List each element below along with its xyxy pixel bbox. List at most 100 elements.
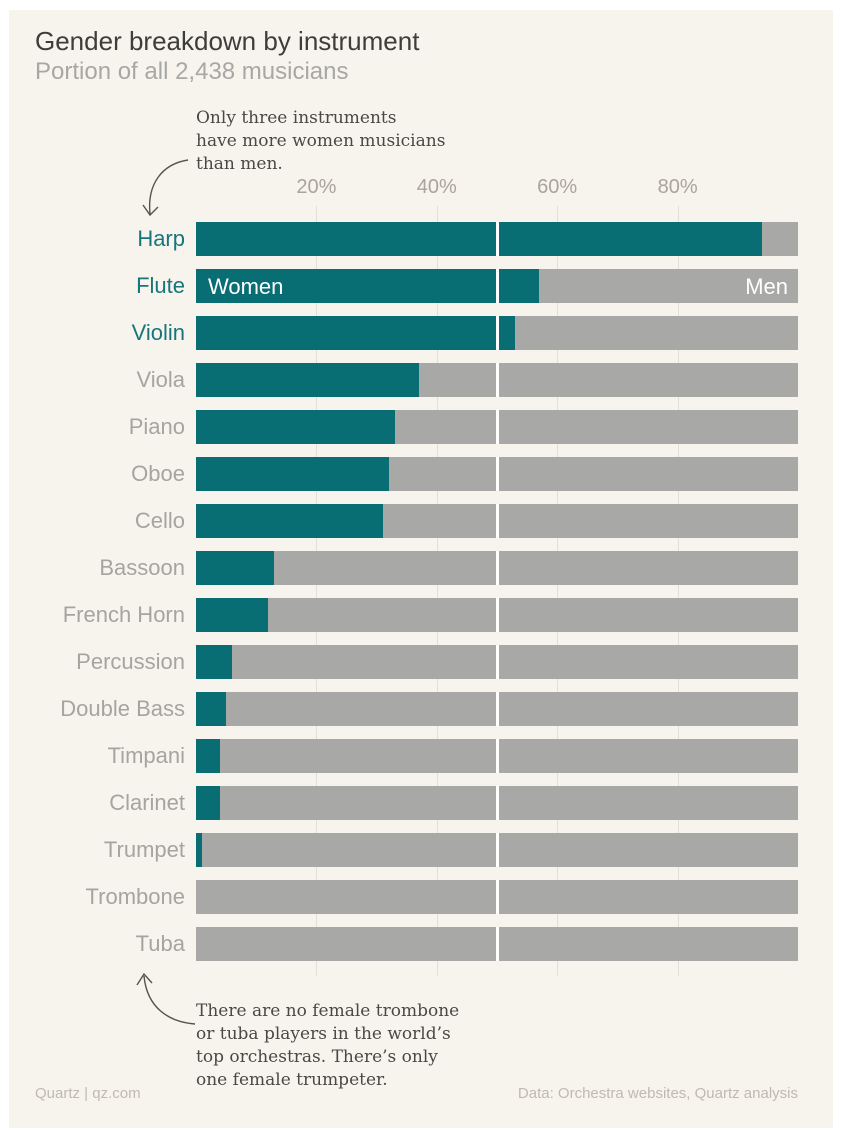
chart-row: Double Bass [60, 692, 798, 726]
instrument-label: Tuba [135, 931, 185, 956]
bar-men-remainder [196, 692, 798, 726]
fifty-percent-divider [495, 457, 499, 491]
annotation-top-line: have more women musicians [196, 131, 446, 151]
bar-men-remainder [196, 786, 798, 820]
fifty-percent-divider [495, 316, 499, 350]
instrument-label: Bassoon [99, 555, 185, 580]
fifty-percent-divider [495, 786, 499, 820]
chart-card: Gender breakdown by instrument Portion o… [9, 10, 833, 1128]
bar-women [196, 316, 516, 350]
bar-men-remainder [196, 410, 798, 444]
fifty-percent-divider [495, 363, 499, 397]
chart-row: Flute Women Men [136, 269, 798, 303]
chart-row: Tuba [136, 927, 798, 961]
fifty-percent-divider [495, 551, 499, 585]
fifty-percent-divider [495, 410, 499, 444]
footer: Quartz | qz.com Data: Orchestra websites… [35, 1085, 798, 1102]
bar-men-remainder [196, 927, 798, 961]
annotation-top-line: than men. [196, 154, 283, 174]
annotation-bottom-line: one female trumpeter. [196, 1070, 388, 1090]
chart-row: Trumpet [104, 833, 798, 867]
bar-women [196, 786, 221, 820]
bar-men-remainder: Women Men [196, 269, 798, 303]
chart-row: Violin [132, 316, 798, 350]
page-subtitle: Portion of all 2,438 musicians [35, 58, 349, 85]
fifty-percent-divider [495, 645, 499, 679]
instrument-label: Harp [137, 226, 185, 251]
bar-men-remainder [196, 833, 798, 867]
instrument-label: Trumpet [103, 837, 185, 862]
instrument-label: Oboe [131, 461, 185, 486]
chart-row: Timpani [108, 739, 798, 773]
chart-row: Clarinet [109, 786, 798, 820]
gridline [557, 206, 559, 976]
annotation-bottom: There are no female trombone or tuba pla… [196, 1000, 466, 1092]
bar-women [196, 551, 275, 585]
bar-men-remainder [196, 363, 798, 397]
bar-women [196, 363, 419, 397]
fifty-percent-divider [495, 598, 499, 632]
fifty-percent-divider [495, 880, 499, 914]
bar-men-remainder [196, 739, 798, 773]
instrument-label: French Horn [62, 602, 185, 627]
fifty-percent-divider [495, 739, 499, 773]
instrument-label: Timpani [107, 743, 185, 768]
bar-men-remainder [196, 645, 798, 679]
bar-men-remainder [196, 504, 798, 538]
annotation-top-line: Only three instruments [196, 108, 397, 128]
instrument-label: Double Bass [60, 696, 185, 721]
chart-row: Cello [135, 504, 798, 538]
axis-tick-label: 60% [537, 176, 578, 198]
chart-row: Bassoon [99, 551, 798, 585]
bar-women [196, 504, 383, 538]
bar-women [196, 410, 395, 444]
curved-arrow-up-icon [136, 972, 196, 1025]
instrument-label: Clarinet [109, 790, 185, 815]
legend-men-label: Men [745, 274, 788, 299]
curved-arrow-down-icon [142, 159, 189, 217]
chart-row: Trombone [86, 880, 798, 914]
bar-women [196, 269, 540, 303]
source-credit-right: Data: Orchestra websites, Quartz analysi… [517, 1085, 798, 1102]
instrument-label: Flute [136, 273, 185, 298]
annotation-bottom-line: or tuba players in the world’s [196, 1024, 451, 1044]
bar-women [196, 645, 233, 679]
instrument-label: Viola [136, 367, 185, 392]
chart-row: Oboe [131, 457, 798, 491]
annotation-bottom-line: There are no female trombone [196, 1001, 460, 1021]
gridline [436, 206, 438, 976]
fifty-percent-divider [495, 833, 499, 867]
instrument-label: Trombone [85, 884, 185, 909]
axis-tick-label: 20% [296, 176, 337, 198]
fifty-percent-divider [495, 927, 499, 961]
instrument-label: Piano [128, 414, 185, 439]
bar-women [196, 598, 269, 632]
gridline [677, 206, 679, 976]
bar-chart: 20% 40% 60% 80% Harp Flute Women Men Violin Viola… [60, 176, 798, 976]
chart-row: Harp [137, 222, 798, 256]
fifty-percent-divider [495, 504, 499, 538]
chart-row: Viola [136, 363, 798, 397]
chart-row: Percussion [76, 645, 798, 679]
fifty-percent-divider [495, 269, 499, 303]
bar-women [196, 222, 762, 256]
instrument-label: Cello [134, 508, 185, 533]
bar-women [196, 739, 221, 773]
annotation-top: Only three instruments have more women m… [196, 107, 456, 176]
gridline [316, 206, 318, 976]
bar-men-remainder [196, 551, 798, 585]
axis-tick-label: 40% [416, 176, 457, 198]
instrument-label: Percussion [76, 649, 185, 674]
fifty-percent-divider [495, 222, 499, 256]
bar-men-remainder [196, 457, 798, 491]
chart-row: French Horn [63, 598, 798, 632]
axis-tick-label: 80% [657, 176, 698, 198]
source-credit-left: Quartz | qz.com [35, 1085, 141, 1102]
fifty-percent-divider [495, 692, 499, 726]
legend-women-label: Women [208, 274, 284, 299]
bar-men-remainder [196, 222, 798, 256]
bar-women [196, 457, 389, 491]
instrument-label: Violin [131, 320, 185, 345]
bar-men-remainder [196, 880, 798, 914]
bar-men-remainder [196, 316, 798, 350]
